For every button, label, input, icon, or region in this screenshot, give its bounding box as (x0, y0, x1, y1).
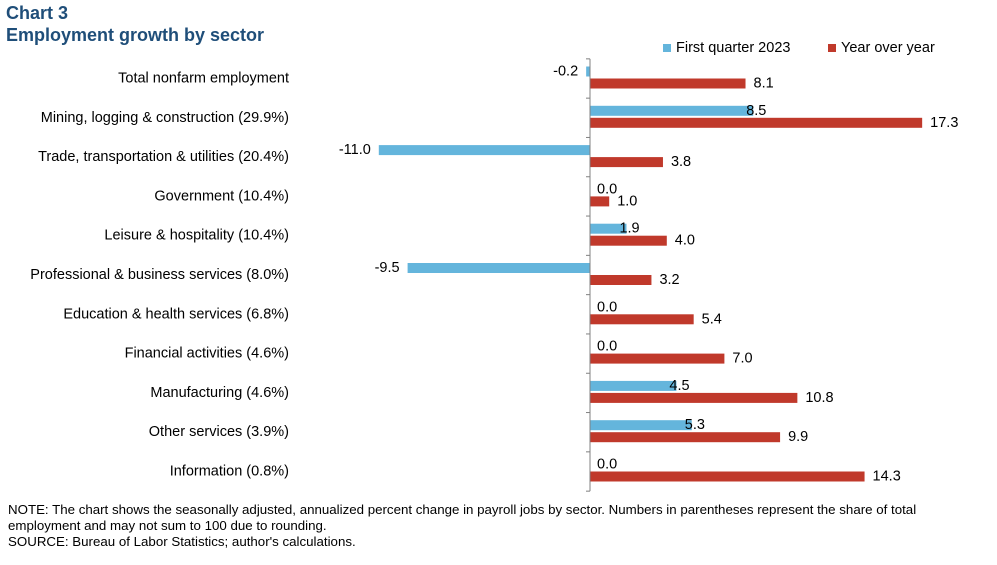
legend: First quarter 2023 Year over year (663, 40, 935, 56)
category-label-total-nonfarm-employment: Total nonfarm employment (118, 71, 289, 87)
bar-yoy-other-services (590, 432, 781, 443)
bar-yoy-total-nonfarm-employment (590, 78, 746, 89)
bar-yoy-professional-business-services (590, 275, 652, 285)
category-label-other-services: Other services (3.9%) (149, 424, 289, 440)
bar-yoy-government (590, 196, 610, 207)
bar-yoy-education-health-services (590, 314, 694, 325)
bar-yoy-manufacturing (590, 392, 798, 403)
value-label-q1-government: 0.0 (597, 181, 617, 197)
bar-yoy-leisure-hospitality (590, 235, 667, 246)
value-label-yoy-government: 1.0 (617, 193, 637, 209)
value-label-q1-leisure-hospitality: 1.9 (619, 221, 639, 237)
bar-q1-professional-business-services (407, 263, 590, 273)
value-label-q1-mining-logging-construction: 8.5 (746, 103, 766, 119)
value-label-yoy-education-health-services: 5.4 (702, 311, 722, 327)
bar-q1-trade-transportation-utilities (378, 145, 590, 156)
zero-axis (586, 58, 591, 492)
footnote: NOTE: The chart shows the seasonally adj… (8, 502, 983, 550)
bar-q1-leisure-hospitality (590, 223, 627, 234)
bars (378, 66, 923, 482)
legend-swatch-year-over-year (828, 44, 836, 52)
bar-yoy-mining-logging-construction (590, 117, 923, 128)
chart-title: Employment growth by sector (6, 25, 265, 45)
legend-label-first-quarter-2023: First quarter 2023 (676, 40, 790, 56)
value-label-q1-information: 0.0 (597, 457, 617, 473)
category-label-information: Information (0.8%) (170, 464, 289, 480)
legend-label-year-over-year: Year over year (841, 40, 935, 56)
value-label-q1-trade-transportation-utilities: -11.0 (339, 142, 371, 158)
value-label-yoy-trade-transportation-utilities: 3.8 (671, 154, 691, 170)
category-label-manufacturing: Manufacturing (4.6%) (150, 385, 289, 401)
category-label-leisure-hospitality: Leisure & hospitality (10.4%) (104, 228, 289, 244)
category-label-mining-logging-construction: Mining, logging & construction (29.9%) (41, 110, 289, 126)
value-label-yoy-total-nonfarm-employment: 8.1 (754, 76, 774, 92)
category-labels: Total nonfarm employment Mining, logging … (30, 71, 289, 480)
bar-yoy-trade-transportation-utilities (590, 157, 663, 168)
value-label-yoy-professional-business-services: 3.2 (659, 272, 679, 288)
value-label-q1-financial-activities: 0.0 (597, 339, 617, 355)
bar-chart: First quarter 2023 Year over year Total n… (30, 40, 959, 492)
bar-q1-manufacturing (590, 380, 677, 391)
bar-q1-other-services (590, 420, 692, 431)
value-label-yoy-other-services: 9.9 (788, 429, 808, 445)
category-label-trade-transportation-utilities: Trade, transportation & utilities (20.4%… (38, 149, 289, 165)
bar-yoy-information (590, 471, 865, 482)
bar-q1-total-nonfarm-employment (586, 66, 590, 77)
legend-swatch-first-quarter-2023 (663, 44, 671, 52)
value-label-q1-manufacturing: 4.5 (669, 378, 689, 394)
value-label-yoy-mining-logging-construction: 17.3 (930, 115, 958, 131)
category-label-government: Government (10.4%) (154, 188, 289, 204)
category-label-education-health-services: Education & health services (6.8%) (63, 306, 289, 322)
chart-number: Chart 3 (6, 3, 69, 23)
bar-q1-mining-logging-construction (590, 105, 754, 116)
value-labels: -0.28.18.517.3-11.03.80.01.01.94.0-9.53.… (339, 64, 959, 485)
value-label-yoy-leisure-hospitality: 4.0 (675, 233, 695, 249)
value-label-q1-professional-business-services: -9.5 (375, 260, 400, 276)
source-text: SOURCE: Bureau of Labor Statistics; auth… (8, 534, 356, 549)
category-label-financial-activities: Financial activities (4.6%) (125, 346, 289, 362)
value-label-q1-education-health-services: 0.0 (597, 299, 617, 315)
note-text: NOTE: The chart shows the seasonally adj… (8, 502, 917, 533)
value-label-q1-other-services: 5.3 (685, 417, 705, 433)
bar-yoy-financial-activities (590, 353, 725, 364)
chart-title-block: Chart 3 Employment growth by sector (6, 2, 264, 46)
value-label-yoy-financial-activities: 7.0 (732, 351, 752, 367)
category-label-professional-business-services: Professional & business services (8.0%) (30, 267, 289, 283)
value-label-q1-total-nonfarm-employment: -0.2 (553, 64, 578, 80)
value-label-yoy-information: 14.3 (873, 469, 901, 485)
value-label-yoy-manufacturing: 10.8 (805, 390, 833, 406)
